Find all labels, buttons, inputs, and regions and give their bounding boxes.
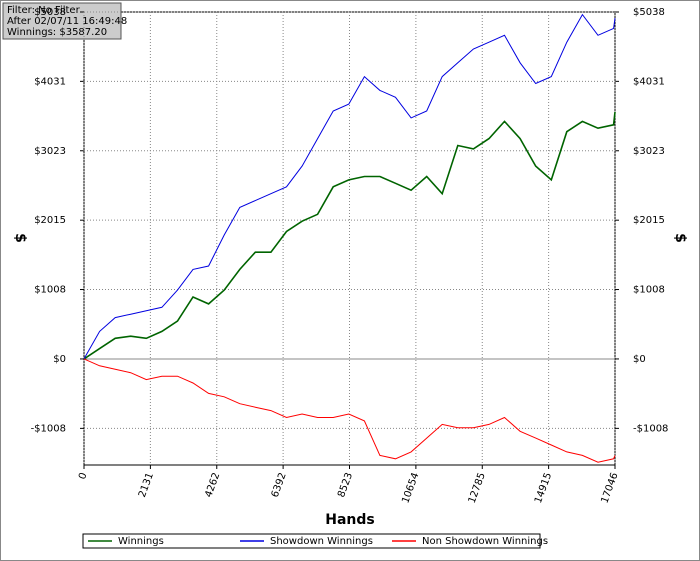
- y-axis-title-right: $: [672, 233, 688, 243]
- y-tick-label: $1008: [34, 285, 66, 296]
- y-tick-label: $4031: [34, 76, 66, 87]
- y-tick-label-right: $4031: [633, 76, 665, 87]
- info-text: Filter: No Filter: [7, 5, 81, 16]
- y-tick-label-right: $5038: [633, 7, 665, 18]
- y-tick-label: $5038: [34, 7, 66, 18]
- series-line: [83, 111, 616, 360]
- info-text: Winnings: $3587.20: [7, 27, 107, 38]
- y-tick-label: $2015: [34, 215, 66, 226]
- y-tick-label-right: -$1008: [633, 423, 668, 434]
- y-axis-title: $: [12, 233, 28, 243]
- y-tick-label: $0: [53, 354, 66, 365]
- info-box: [2, 2, 122, 40]
- y-tick-label: -$1008: [31, 423, 66, 434]
- y-tick-label-right: $1008: [633, 285, 665, 296]
- y-tick-label-right: $3023: [633, 146, 665, 157]
- series-line: [83, 13, 616, 360]
- y-tick-label: $3023: [34, 146, 66, 157]
- series-line: [83, 358, 616, 463]
- y-tick-label-right: $2015: [633, 215, 665, 226]
- x-tick-label: 0: [77, 471, 90, 481]
- x-axis-title: Hands: [325, 512, 375, 528]
- legend-label: Winnings: [118, 536, 164, 547]
- info-text: After 02/07/11 16:49:48: [7, 16, 127, 27]
- y-tick-label-right: $0: [633, 354, 646, 365]
- legend: [82, 533, 541, 549]
- legend-label: Showdown Winnings: [270, 536, 373, 547]
- legend-label: Non Showdown Winnings: [422, 536, 548, 547]
